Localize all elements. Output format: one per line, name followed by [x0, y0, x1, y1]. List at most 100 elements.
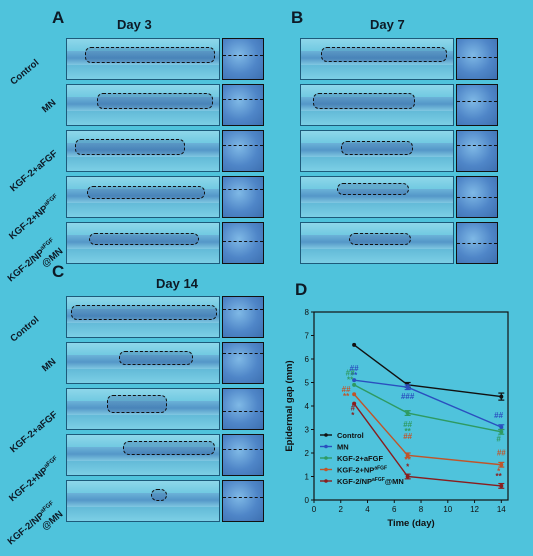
- y-axis-label: Epidermal gap (mm): [284, 360, 295, 451]
- annotation-9: ##: [403, 420, 412, 429]
- panel-c-title: Day 14: [156, 276, 198, 291]
- annotation-17: *: [497, 467, 501, 476]
- legend-marker-2: [324, 456, 328, 460]
- x-tick-label: 0: [312, 505, 317, 514]
- row-label-kgf-np-a: KGF-2+NPaFGF: [7, 193, 59, 243]
- zoom-c-kgf-npmn: [222, 480, 264, 522]
- annotation-14: ##: [494, 411, 503, 420]
- y-tick-label: 1: [305, 473, 310, 482]
- row-label-control-c: Control: [8, 314, 42, 345]
- row-label-control-a: Control: [8, 57, 42, 88]
- data-point-3-1: [405, 453, 410, 458]
- micrograph-b-control: [300, 38, 454, 80]
- series-line-4: [353, 403, 502, 487]
- micrograph-a-kgf-npmn: [66, 222, 220, 264]
- micrograph-c-control: [66, 296, 220, 338]
- x-axis-label: Time (day): [387, 518, 434, 529]
- annotation-11: ##: [403, 432, 412, 441]
- zoom-b-control: [456, 38, 498, 80]
- annotation-4: ##: [342, 385, 351, 394]
- zoom-b-kgf-np: [456, 176, 498, 218]
- row-label-kgf-npmn-c: KGF-2/NPaFGF @MN: [5, 500, 66, 548]
- legend-marker-1: [324, 444, 328, 449]
- panel-letter-b: B: [291, 8, 304, 27]
- panel-b-title: Day 7: [370, 17, 405, 32]
- annotation-12: **: [405, 455, 412, 464]
- micrograph-a-mn: [66, 84, 220, 126]
- annotation-2: ##: [346, 368, 355, 377]
- zoom-c-kgf-np: [222, 434, 264, 476]
- legend-marker-0: [324, 433, 328, 437]
- annotation-3: **: [347, 376, 354, 385]
- annotation-6: #: [351, 404, 356, 413]
- annotation-8: ###: [401, 392, 415, 401]
- annotation-13: *: [406, 462, 410, 471]
- y-tick-label: 6: [305, 355, 310, 364]
- x-tick-label: 10: [443, 505, 452, 514]
- data-point-4-0: [352, 401, 357, 406]
- data-point-4-2: [499, 483, 504, 488]
- annotation-5: **: [343, 392, 350, 401]
- panel-a-title: Day 3: [117, 17, 152, 32]
- legend-marker-4: [324, 479, 328, 483]
- micrograph-a-kgf-np: [66, 176, 220, 218]
- data-point-0-0: [352, 342, 357, 347]
- zoom-a-control: [222, 38, 264, 80]
- data-point-1-2: [499, 425, 504, 430]
- series-line-0: [353, 344, 502, 398]
- zoom-c-control: [222, 296, 264, 338]
- panel-letter-c: C: [52, 262, 65, 281]
- legend-label-0: Control: [337, 431, 364, 440]
- legend-label-4: KGF-2/NPaFGF@MN: [337, 477, 404, 486]
- row-label-mn-c: MN: [39, 356, 59, 375]
- row-label-kgf-afgf-a: KGF-2+aFGF: [8, 148, 60, 195]
- annotation-18: **: [496, 472, 503, 481]
- annotation-15: #: [496, 434, 501, 443]
- micrograph-c-mn: [66, 342, 220, 384]
- x-tick-label: 6: [392, 505, 397, 514]
- micrograph-a-kgf-afgf: [66, 130, 220, 172]
- annotation-16: ##: [497, 448, 506, 457]
- y-tick-label: 8: [305, 308, 310, 317]
- zoom-a-kgf-afgf: [222, 130, 264, 172]
- row-label-kgf-np-c: KGF-2+NPaFGF: [7, 455, 59, 505]
- legend-label-2: KGF-2+aFGF: [337, 454, 383, 463]
- x-tick-label: 8: [419, 505, 424, 514]
- micrograph-c-kgf-afgf: [66, 388, 220, 430]
- y-tick-label: 2: [305, 449, 310, 458]
- x-tick-label: 14: [497, 505, 506, 514]
- micrograph-b-kgf-npmn: [300, 222, 454, 264]
- row-label-mn-a: MN: [39, 97, 59, 116]
- data-point-1-1: [405, 385, 410, 390]
- zoom-c-mn: [222, 342, 264, 384]
- legend-marker-3: [324, 467, 328, 472]
- y-tick-label: 7: [305, 332, 310, 341]
- zoom-a-mn: [222, 84, 264, 126]
- data-point-2-1: [405, 411, 410, 416]
- data-point-3-0: [352, 392, 357, 397]
- x-tick-label: 2: [339, 505, 344, 514]
- micrograph-c-kgf-np: [66, 434, 220, 476]
- data-point-2-2: [499, 429, 504, 434]
- series-line-2: [353, 384, 502, 433]
- annotation-1: **: [351, 371, 358, 380]
- micrograph-b-kgf-afgf: [300, 130, 454, 172]
- x-tick-label: 12: [470, 505, 479, 514]
- annotation-7: *: [351, 411, 355, 420]
- y-tick-label: 5: [305, 379, 310, 388]
- data-point-4-1: [405, 474, 410, 479]
- micrograph-b-mn: [300, 84, 454, 126]
- micrograph-c-kgf-npmn: [66, 480, 220, 522]
- legend-label-1: MN: [337, 443, 349, 452]
- zoom-a-kgf-npmn: [222, 222, 264, 264]
- x-tick-label: 4: [365, 505, 370, 514]
- annotation-10: **: [405, 427, 412, 436]
- y-tick-label: 3: [305, 426, 310, 435]
- micrograph-b-kgf-np: [300, 176, 454, 218]
- panel-letter-d: D: [295, 280, 308, 299]
- data-point-3-2: [499, 462, 504, 467]
- zoom-c-kgf-afgf: [222, 388, 264, 430]
- legend-label-3: KGF-2+NPaFGF: [337, 466, 387, 475]
- zoom-b-kgf-afgf: [456, 130, 498, 172]
